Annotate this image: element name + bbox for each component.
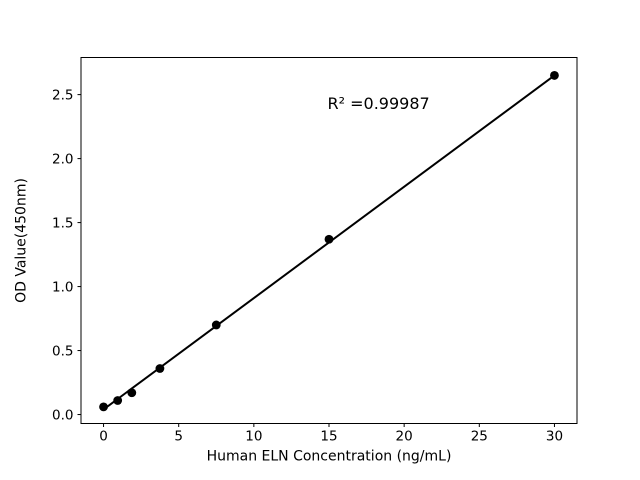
x-tick-label: 5 (174, 429, 183, 445)
x-tick-label: 15 (320, 429, 337, 445)
y-tick-label: 1.5 (52, 215, 73, 231)
y-tick-label: 2.5 (52, 87, 73, 103)
y-tick-label: 0.0 (52, 407, 73, 423)
x-axis-label: Human ELN Concentration (ng/mL) (207, 449, 452, 465)
x-tick-label: 30 (546, 429, 563, 445)
r-squared-annotation: R² =0.99987 (328, 94, 430, 113)
x-tick-label: 10 (245, 429, 262, 445)
x-tick-label: 0 (99, 429, 108, 445)
data-point (127, 388, 137, 398)
x-tick-label: 25 (471, 429, 488, 445)
y-tick-label: 2.0 (52, 151, 73, 167)
data-point (550, 71, 559, 80)
data-point (99, 402, 108, 412)
x-tick-label: 20 (396, 429, 413, 445)
y-tick-label: 1.0 (52, 279, 73, 295)
data-point (211, 320, 221, 330)
y-tick-label: 0.5 (52, 343, 73, 359)
data-point (324, 234, 334, 244)
data-point (155, 364, 165, 373)
data-point (113, 396, 123, 405)
y-axis-label: OD Value(450nm) (14, 178, 30, 303)
